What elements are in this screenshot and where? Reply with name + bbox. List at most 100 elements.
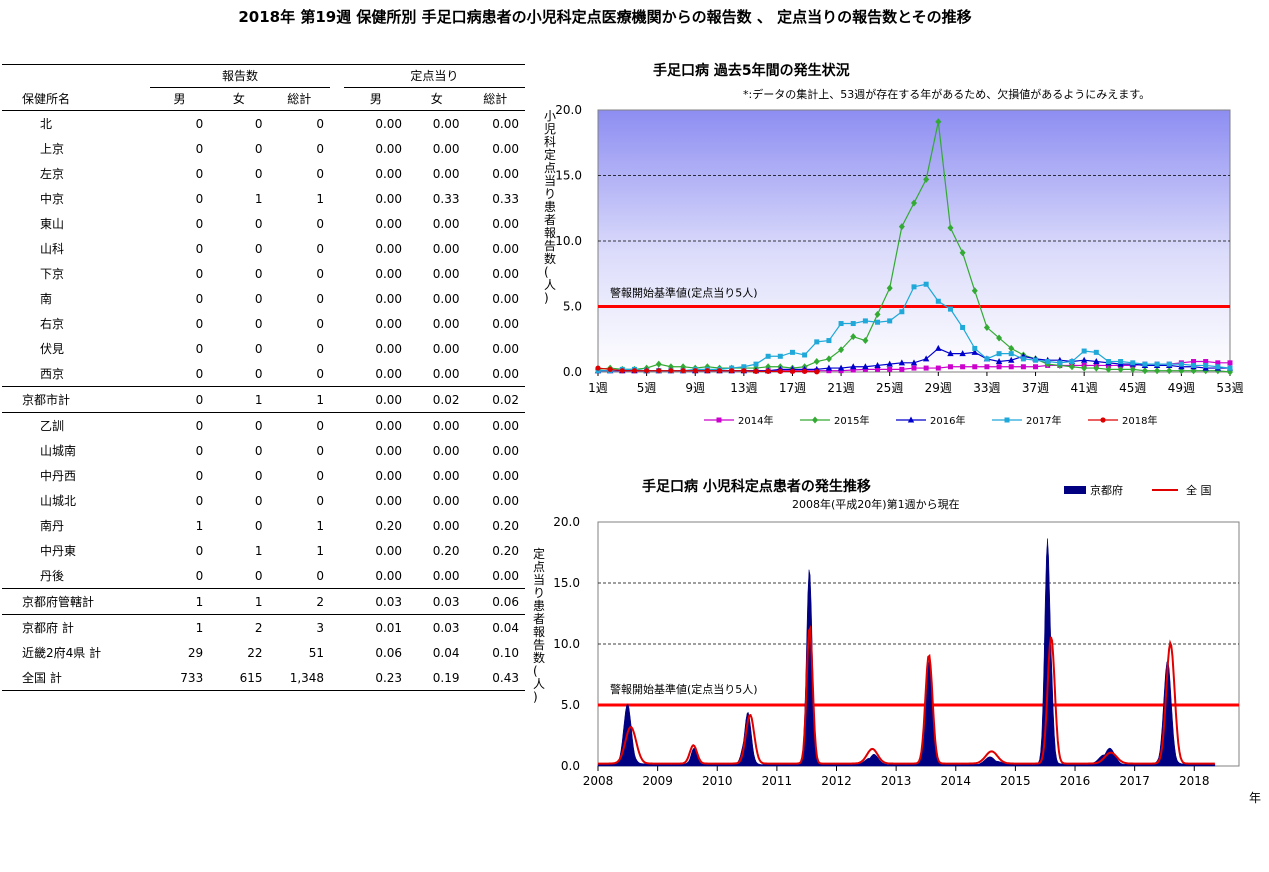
header-group-count: 報告数 (149, 64, 331, 88)
data-point (1081, 364, 1088, 372)
row-value: 1,348 (289, 670, 325, 685)
data-point (1033, 364, 1039, 370)
row-name: 山城北 (40, 493, 77, 508)
y-tick-label: 10.0 (555, 234, 582, 248)
row-value: 0 (254, 166, 263, 181)
data-point (1069, 363, 1075, 371)
legend-label: 全 国 (1186, 483, 1212, 497)
row-value: 0 (195, 493, 204, 508)
row-value: 0.00 (492, 443, 519, 458)
row-name: 右京 (40, 316, 65, 331)
table-row: 京都市計 0 1 1 0.00 0.02 0.02 (2, 387, 525, 413)
data-point (838, 368, 844, 374)
data-point (959, 249, 966, 257)
row-value: 0.00 (492, 468, 519, 483)
table-row: 京都府 計 1 2 3 0.01 0.03 0.04 (2, 615, 525, 641)
series-line-national (598, 625, 1215, 765)
table-row: 全国 計 733 615 1,348 0.23 0.19 0.43 (2, 665, 525, 691)
row-name: 全国 計 (22, 670, 62, 685)
data-point (862, 318, 868, 324)
data-point (899, 309, 905, 315)
row-name: 東山 (40, 216, 65, 231)
row-value: 0.00 (375, 166, 403, 181)
row-value: 0.00 (492, 166, 519, 181)
row-value: 0 (254, 366, 263, 381)
row-value: 0.00 (432, 568, 460, 583)
data-point (1105, 362, 1111, 368)
data-point (1227, 360, 1233, 366)
table-row: 山城北 0 0 0 0.00 0.00 0.00 (2, 488, 525, 513)
data-point (850, 363, 857, 370)
legend-item: 京都府 (1064, 483, 1123, 497)
data-point (813, 358, 820, 366)
row-value: 0 (316, 166, 325, 181)
chart-trend-since-2008: 0.0 5.0 10.0 15.0 20.0 定点当り患者報告数(人) 2008 2009 20… (533, 483, 1261, 805)
row-value: 0.20 (492, 543, 519, 558)
data-point (837, 364, 845, 371)
row-value: 0 (316, 493, 325, 508)
data-point (899, 366, 905, 372)
table-row: 中京 0 1 1 0.00 0.33 0.33 (2, 186, 525, 211)
row-value: 0 (316, 241, 325, 256)
table-row: 近畿2府4県 計 29 22 51 0.06 0.04 0.10 (2, 640, 525, 665)
x-tick-label: 2015 (1000, 774, 1031, 788)
data-point (1033, 357, 1039, 363)
y-tick-label: 20.0 (555, 103, 582, 117)
data-point (1080, 356, 1088, 363)
row-value: 51 (308, 645, 325, 660)
x-tick-label: 2008 (583, 774, 614, 788)
row-value: 0 (195, 366, 204, 381)
x-tick-label: 2016 (1060, 774, 1091, 788)
row-value: 0 (195, 166, 204, 181)
row-value: 1 (316, 392, 325, 407)
data-point (886, 284, 893, 292)
row-value: 1 (254, 191, 263, 206)
x-tick-label: 45週 (1119, 381, 1146, 395)
data-point (814, 369, 820, 375)
table-row: 丹後 0 0 0 0.00 0.00 0.00 (2, 563, 525, 589)
row-value: 0.00 (375, 468, 403, 483)
data-point (1215, 360, 1221, 366)
row-name: 伏見 (40, 341, 65, 356)
row-value: 0.00 (375, 366, 403, 381)
row-name: 京都府 計 (22, 620, 74, 635)
row-value: 0.00 (492, 241, 519, 256)
row-value: 0 (254, 418, 263, 433)
row-value: 22 (247, 645, 263, 660)
row-value: 0.00 (492, 266, 519, 281)
data-point (947, 306, 953, 312)
data-point (935, 344, 942, 351)
y-axis-label: 定点当り患者報告数(人) (533, 546, 545, 704)
x-tick-label: 2011 (762, 774, 793, 788)
row-value: 0.00 (375, 141, 403, 156)
x-tick-label: 2009 (642, 774, 673, 788)
row-value: 0 (254, 568, 263, 583)
row-value: 1 (316, 543, 325, 558)
x-tick-label: 25週 (876, 381, 903, 395)
data-point (838, 321, 844, 327)
data-point (862, 363, 869, 370)
data-point (1093, 364, 1100, 372)
legend-item: 全 国 (1152, 483, 1212, 497)
row-value: 0.00 (375, 418, 403, 433)
legend-item: 2016年 (896, 414, 965, 427)
row-value: 0.00 (375, 216, 403, 231)
data-point (753, 368, 759, 374)
data-point (887, 366, 893, 372)
row-value: 1 (254, 392, 263, 407)
row-value: 0 (195, 141, 204, 156)
table-row: 中丹東 0 1 1 0.00 0.20 0.20 (2, 538, 525, 563)
row-value: 0.20 (492, 518, 519, 533)
row-value: 0 (195, 341, 204, 356)
y-tick-label: 15.0 (555, 169, 582, 183)
data-point (1203, 359, 1209, 365)
y-tick-label: 0.0 (563, 365, 582, 379)
row-value: 0 (316, 291, 325, 306)
row-name: 中丹西 (40, 468, 77, 483)
x-tick-label: 29週 (925, 381, 952, 395)
row-value: 0.00 (432, 341, 460, 356)
legend-item: 2014年 (704, 414, 773, 427)
row-value: 0.23 (375, 670, 403, 685)
data-point (729, 365, 735, 371)
